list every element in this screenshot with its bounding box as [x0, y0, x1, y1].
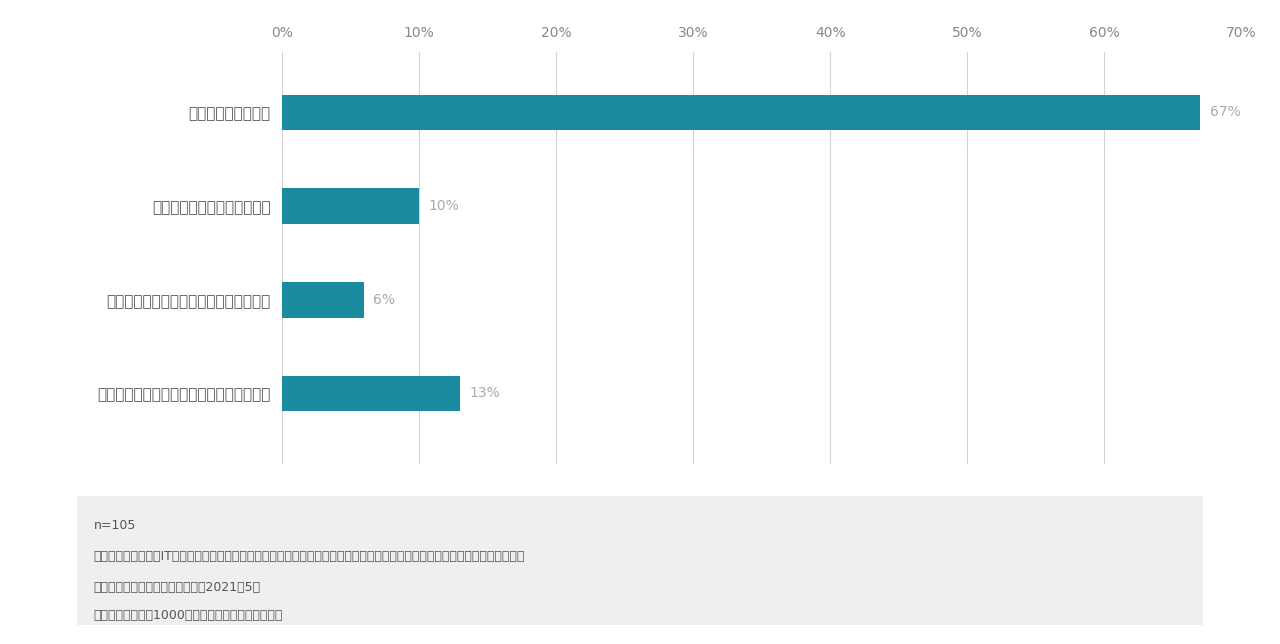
Text: n=105: n=105: [93, 519, 136, 532]
Bar: [282, 282, 364, 317]
Text: 回答者：従業員数1000名以上の大企業に所属する方: 回答者：従業員数1000名以上の大企業に所属する方: [93, 609, 283, 622]
Bar: [282, 188, 419, 224]
Text: 13%: 13%: [470, 386, 500, 401]
Bar: [282, 95, 1201, 130]
Text: 6%: 6%: [374, 293, 396, 307]
Text: 質問：現場部門（非IT部門）主体の業務デジタル化について、貴社における取り組み状況をお聞かせください。（ひとつだけ）: 質問：現場部門（非IT部門）主体の業務デジタル化について、貴社における取り組み状…: [93, 550, 525, 563]
Text: 出展：ドリーム・アーツ／調査：2021年5月: 出展：ドリーム・アーツ／調査：2021年5月: [93, 581, 261, 594]
Bar: [282, 375, 460, 412]
Text: 67%: 67%: [1210, 106, 1240, 119]
Text: 10%: 10%: [429, 199, 460, 213]
